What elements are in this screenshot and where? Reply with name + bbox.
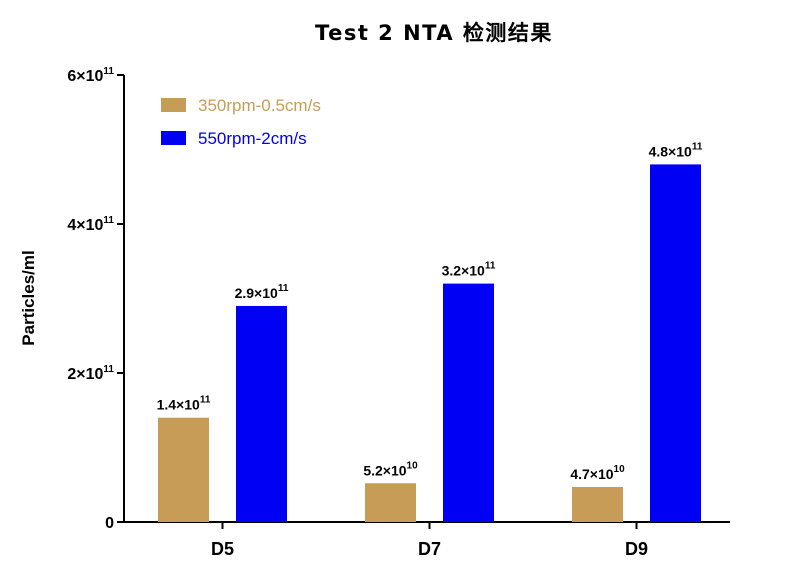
x-category-label: D9 xyxy=(625,539,648,559)
legend-label-series-1: 350rpm-0.5cm/s xyxy=(198,96,321,115)
bar-series-2-D9 xyxy=(650,164,701,522)
legend-swatch-series-1 xyxy=(161,98,186,112)
y-tick-label-exponent: 11 xyxy=(103,66,114,77)
data-label-series-1-D9-mantissa: 4.7×10 xyxy=(570,466,613,482)
bar-series-1-D9 xyxy=(572,486,623,522)
y-tick-label-mantissa: 6×10 xyxy=(67,68,103,85)
data-label-series-1-D9-exponent: 10 xyxy=(614,464,626,475)
data-label-series-2-D9-exponent: 11 xyxy=(692,141,703,152)
data-label-series-1-D5: 1.4×1011 xyxy=(157,395,211,413)
data-labels: 1.4×10112.9×10115.2×10103.2×10114.7×1010… xyxy=(157,141,703,482)
legend: 350rpm-0.5cm/s 550rpm-2cm/s xyxy=(161,96,321,148)
legend-swatch-series-2 xyxy=(161,131,186,145)
bar-series-1-D5 xyxy=(158,417,209,522)
data-label-series-1-D7: 5.2×1010 xyxy=(363,460,418,478)
y-tick-label: 4×1011 xyxy=(67,215,114,234)
y-tick-label: 0 xyxy=(105,515,114,532)
y-axis-title: Particles/ml xyxy=(19,250,38,345)
y-tick-label-mantissa: 0 xyxy=(105,515,114,532)
data-label-series-2-D7: 3.2×1011 xyxy=(442,261,496,279)
x-category-label: D7 xyxy=(418,539,441,559)
y-tick-label-exponent: 11 xyxy=(103,364,114,375)
data-label-series-2-D9: 4.8×1011 xyxy=(649,141,703,159)
chart-title: Test 2 NTA 检测结果 xyxy=(315,21,553,45)
x-axis-categories: D5 D7 D9 xyxy=(211,522,648,559)
y-tick-label-exponent: 11 xyxy=(103,215,114,226)
data-label-series-1-D7-exponent: 10 xyxy=(407,460,419,471)
data-label-series-1-D7-mantissa: 5.2×10 xyxy=(363,462,406,478)
bar-series-2-D5 xyxy=(236,305,287,522)
y-tick-label-mantissa: 2×10 xyxy=(67,366,103,383)
data-label-series-1-D9: 4.7×1010 xyxy=(570,464,625,482)
bar-series-2-D7 xyxy=(443,283,494,522)
data-label-series-2-D5-exponent: 11 xyxy=(278,283,289,294)
bar-series-1-D7 xyxy=(365,483,416,522)
y-tick-label: 6×1011 xyxy=(67,66,114,85)
data-label-series-2-D7-exponent: 11 xyxy=(485,261,496,272)
data-label-series-2-D5: 2.9×1011 xyxy=(235,283,289,301)
y-tick-label: 2×1011 xyxy=(67,364,114,383)
x-category-label: D5 xyxy=(211,539,234,559)
legend-label-series-2: 550rpm-2cm/s xyxy=(198,129,307,148)
data-label-series-1-D5-exponent: 11 xyxy=(200,395,211,406)
data-label-series-2-D7-mantissa: 3.2×10 xyxy=(442,263,485,279)
data-label-series-2-D5-mantissa: 2.9×10 xyxy=(235,285,278,301)
y-tick-label-mantissa: 4×10 xyxy=(67,217,103,234)
data-label-series-1-D5-mantissa: 1.4×10 xyxy=(157,397,200,413)
data-label-series-2-D9-mantissa: 4.8×10 xyxy=(649,143,692,159)
bars xyxy=(158,164,701,522)
